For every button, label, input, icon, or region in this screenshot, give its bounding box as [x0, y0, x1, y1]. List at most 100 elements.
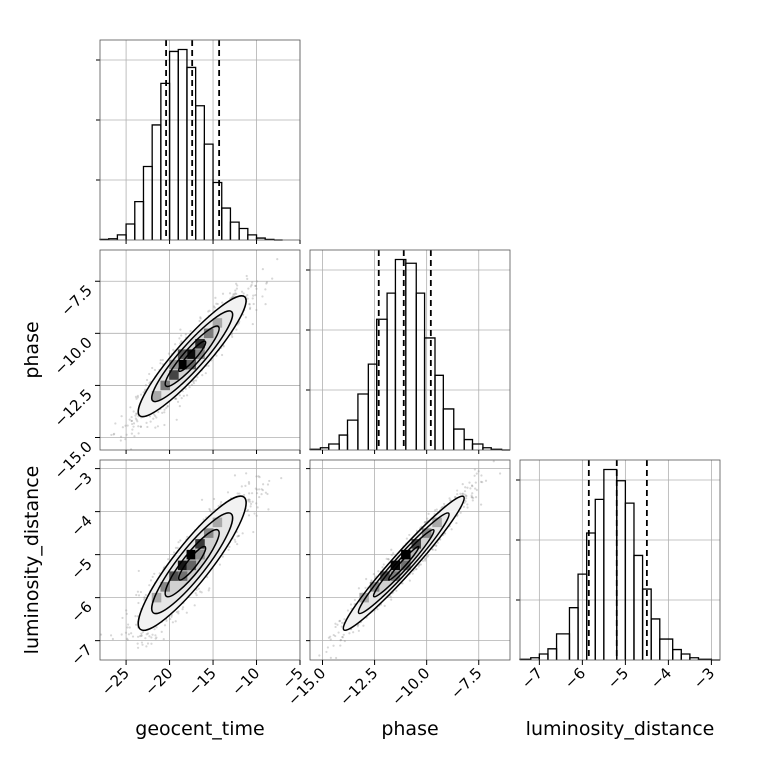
scatter-point: [257, 475, 260, 478]
scatter-point: [481, 481, 484, 484]
scatter-point: [435, 544, 438, 547]
scatter-point: [112, 433, 115, 436]
scatter-point: [191, 380, 195, 383]
histogram-bin: [177, 48, 188, 240]
scatter-point: [466, 503, 469, 506]
scatter-point: [255, 488, 259, 491]
scatter-point: [137, 432, 140, 435]
scatter-point: [334, 622, 337, 625]
scatter-point: [216, 302, 219, 306]
scatter-point: [162, 637, 165, 641]
scatter-point: [142, 391, 145, 394]
scatter-point: [245, 472, 248, 475]
scatter-point: [246, 293, 249, 297]
scatter-point: [219, 503, 222, 506]
scatter-point: [134, 395, 138, 398]
scatter-point: [170, 615, 173, 618]
scatter-point: [479, 480, 483, 483]
scatter-point: [136, 646, 140, 649]
scatter-point: [132, 422, 136, 425]
scatter-point: [477, 470, 480, 473]
scatter-point: [260, 488, 263, 491]
scatter-point: [254, 284, 257, 287]
scatter-point: [262, 483, 265, 486]
density-cell: [212, 517, 223, 528]
scatter-point: [179, 539, 182, 542]
scatter-point: [97, 438, 99, 440]
histogram-bin: [195, 105, 205, 240]
density-cell: [151, 391, 162, 401]
contour-line: [177, 545, 207, 581]
scatter-point: [247, 500, 250, 503]
scatter-point: [236, 535, 239, 538]
scatter-point: [411, 572, 414, 575]
scatter-point: [131, 422, 134, 426]
scatter-point: [474, 496, 478, 499]
scatter-point: [127, 633, 131, 636]
scatter-point: [236, 284, 239, 287]
scatter-point: [473, 474, 476, 477]
scatter-point: [126, 626, 129, 629]
axes-frame: [519, 459, 721, 661]
scatter-point: [175, 610, 178, 614]
scatter-point: [342, 633, 345, 636]
scatter-point: [234, 289, 237, 292]
scatter-point: [255, 514, 258, 517]
scatter-point: [498, 472, 502, 475]
scatter-point: [190, 383, 194, 386]
scatter-point: [387, 558, 390, 561]
scatter-point: [154, 637, 157, 640]
scatter-point: [465, 497, 468, 500]
scatter-point: [242, 493, 246, 497]
scatter-point: [173, 397, 177, 400]
scatter-point: [266, 492, 269, 496]
scatter-point: [165, 619, 168, 622]
y-tick-label: −5: [67, 555, 95, 583]
scatter-point: [343, 639, 346, 643]
scatter-point: [127, 623, 130, 626]
scatter-point: [136, 635, 140, 638]
scatter-point: [172, 348, 175, 351]
scatter-point: [134, 615, 137, 618]
scatter-point: [130, 419, 134, 422]
scatter-point: [241, 532, 244, 535]
scatter-point: [332, 633, 335, 637]
scatter-point: [136, 642, 139, 645]
scatter-point: [249, 285, 252, 288]
scatter-point: [424, 559, 427, 562]
scatter-point: [450, 528, 453, 531]
y-tick-label: −10.0: [51, 333, 96, 378]
histogram-bin: [680, 653, 691, 660]
scatter-point: [264, 288, 267, 291]
axes-frame: [309, 249, 511, 451]
scatter-point: [426, 517, 429, 520]
scatter-point: [390, 548, 393, 551]
density-cell: [186, 549, 197, 560]
xlabel-luminosity-distance: luminosity_distance: [526, 718, 715, 740]
scatter-point: [474, 481, 477, 484]
scatter-point: [252, 530, 255, 534]
scatter-point: [210, 510, 213, 513]
histogram-bin: [168, 50, 179, 240]
histogram-bin: [229, 221, 240, 240]
scatter-point: [200, 591, 203, 594]
scatter-point: [159, 362, 162, 365]
scatter-point: [134, 414, 137, 417]
scatter-point: [405, 537, 408, 540]
density-cell: [186, 560, 197, 571]
scatter-point: [122, 662, 124, 664]
scatter-point: [249, 306, 252, 309]
scatter-point: [461, 492, 464, 495]
scatter-point: [252, 302, 255, 306]
scatter-point: [408, 533, 411, 537]
scatter-point: [364, 586, 367, 589]
scatter-point: [163, 408, 166, 411]
scatter-point: [135, 418, 138, 421]
histogram-bin: [247, 234, 258, 240]
axes-frame: [99, 249, 301, 451]
scatter-point: [110, 433, 113, 437]
scatter-point: [215, 354, 218, 357]
scatter-point: [471, 492, 474, 495]
scatter-point: [195, 588, 198, 591]
